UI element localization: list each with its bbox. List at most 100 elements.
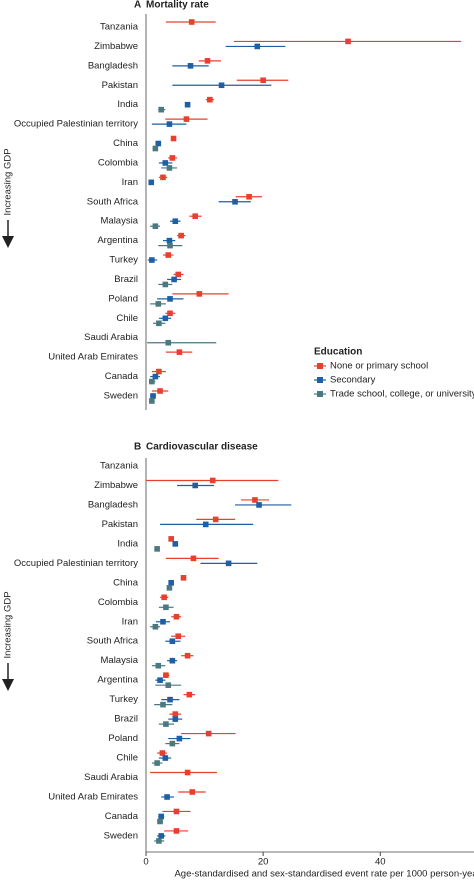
- category-label: China: [113, 577, 139, 588]
- point-estimate: [212, 516, 219, 523]
- point-estimate: [173, 808, 180, 815]
- category-label: Colombia: [98, 157, 139, 168]
- point-estimate: [172, 541, 179, 547]
- category-label: South Africa: [87, 636, 139, 647]
- category-label: Bangladesh: [88, 499, 138, 510]
- category-label: Brazil: [114, 274, 138, 285]
- point-estimate: [160, 174, 166, 181]
- point-estimate: [169, 740, 176, 747]
- point-estimate: [178, 232, 184, 239]
- point-estimate: [166, 237, 173, 244]
- category-label: South Africa: [87, 196, 139, 207]
- point-estimate: [163, 721, 169, 727]
- legend-label: Trade school, college, or university: [330, 389, 474, 400]
- point-estimate: [165, 682, 172, 688]
- point-estimate: [184, 769, 191, 776]
- point-estimate: [162, 281, 169, 288]
- point-estimate: [175, 633, 182, 640]
- point-estimate: [190, 555, 197, 562]
- point-estimate: [188, 19, 195, 25]
- point-estimate: [173, 828, 180, 834]
- category-label: Zimbabwe: [94, 480, 138, 491]
- point-estimate: [172, 716, 179, 722]
- point-estimate: [184, 652, 191, 659]
- point-estimate: [149, 398, 155, 404]
- category-label: Malaysia: [101, 655, 139, 666]
- point-estimate: [252, 497, 258, 503]
- point-estimate: [152, 373, 159, 380]
- point-estimate: [157, 818, 163, 825]
- point-estimate: [152, 623, 159, 630]
- category-label: Occupied Palestinian territory: [14, 119, 138, 130]
- x-tick-label: 0: [143, 857, 148, 868]
- point-estimate: [209, 477, 216, 484]
- category-label: Zimbabwe: [94, 41, 138, 52]
- category-label: Argentina: [97, 675, 138, 686]
- point-estimate: [232, 198, 238, 205]
- point-estimate: [162, 160, 169, 166]
- point-estimate: [256, 502, 262, 508]
- point-estimate: [202, 521, 209, 528]
- point-estimate: [218, 82, 225, 89]
- category-label: Sweden: [104, 830, 138, 841]
- category-label: Saudi Arabia: [84, 772, 139, 783]
- category-label: Chile: [116, 313, 138, 324]
- category-label: United Arab Emirates: [48, 352, 138, 363]
- point-estimate: [164, 794, 170, 800]
- legend-swatch: [317, 377, 323, 383]
- point-estimate: [158, 106, 165, 113]
- category-label: Saudi Arabia: [84, 332, 139, 343]
- category-label: Chile: [116, 753, 138, 764]
- point-estimate: [161, 594, 167, 601]
- point-estimate: [159, 750, 166, 756]
- point-estimate: [192, 482, 198, 489]
- point-estimate: [155, 140, 162, 147]
- point-estimate: [176, 735, 183, 742]
- point-estimate: [154, 546, 160, 552]
- panel-letter: B: [134, 442, 141, 453]
- category-label: Malaysia: [101, 216, 139, 227]
- point-estimate: [166, 121, 173, 127]
- x-axis-label: Age-standardised and sex-standardised ev…: [174, 869, 474, 880]
- point-estimate: [176, 349, 183, 355]
- point-estimate: [162, 755, 169, 761]
- legend-title: Education: [314, 347, 362, 358]
- point-estimate: [149, 378, 155, 385]
- panel-letter: A: [134, 0, 141, 11]
- category-label: Canada: [105, 811, 139, 822]
- point-estimate: [162, 315, 169, 322]
- category-label: Colombia: [98, 597, 139, 608]
- point-estimate: [192, 213, 198, 219]
- point-estimate: [152, 145, 159, 152]
- y-axis-label: Increasing GDP: [3, 148, 14, 215]
- point-estimate: [160, 618, 166, 625]
- point-estimate: [155, 662, 162, 669]
- category-label: Iran: [122, 177, 138, 188]
- point-estimate: [173, 613, 180, 620]
- category-label: Poland: [108, 293, 138, 304]
- point-estimate: [154, 760, 160, 766]
- point-estimate: [163, 672, 169, 678]
- point-estimate: [205, 730, 212, 737]
- point-estimate: [169, 657, 176, 664]
- point-estimate: [165, 339, 172, 346]
- panel-title: Cardiovascular disease: [146, 442, 258, 453]
- point-estimate: [157, 677, 163, 683]
- category-label: Pakistan: [102, 80, 138, 91]
- legend-label: None or primary school: [330, 361, 428, 372]
- point-estimate: [345, 38, 351, 45]
- point-estimate: [186, 691, 193, 698]
- category-label: Sweden: [104, 390, 138, 401]
- category-label: Canada: [105, 371, 139, 382]
- point-estimate: [260, 77, 266, 84]
- point-estimate: [207, 96, 213, 103]
- point-estimate: [246, 193, 252, 200]
- point-estimate: [189, 789, 196, 795]
- category-label: Turkey: [109, 255, 138, 266]
- category-label: India: [117, 538, 138, 549]
- point-estimate: [167, 242, 173, 249]
- point-estimate: [187, 63, 194, 69]
- point-estimate: [184, 101, 191, 108]
- legend-swatch: [317, 363, 323, 369]
